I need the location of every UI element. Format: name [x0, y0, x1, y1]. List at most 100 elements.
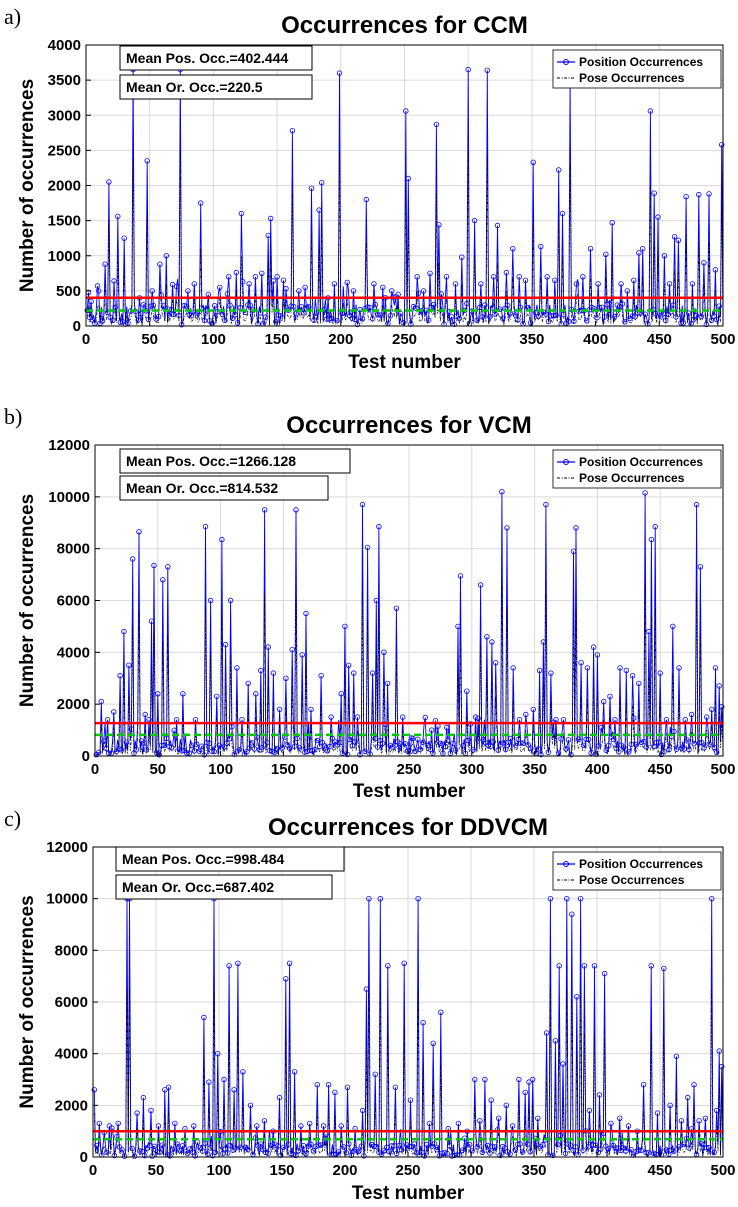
- data-point: [117, 673, 123, 679]
- data-point: [167, 1153, 173, 1159]
- data-point: [437, 740, 444, 747]
- data-point: [654, 1110, 661, 1116]
- data-point: [385, 963, 391, 969]
- data-point: [691, 1081, 697, 1088]
- data-point: [651, 743, 657, 749]
- data-point: [568, 752, 574, 758]
- data-point: [535, 746, 542, 752]
- data-point: [188, 742, 195, 748]
- data-point: [676, 665, 682, 671]
- data-point: [220, 1150, 226, 1157]
- data-point: [388, 1143, 395, 1149]
- y-tick-label: 8000: [55, 942, 88, 959]
- data-point: [185, 288, 191, 294]
- data-point: [640, 1081, 647, 1088]
- data-point: [512, 312, 518, 318]
- data-point: [475, 715, 481, 721]
- data-point: [111, 278, 117, 284]
- data-point: [561, 311, 567, 317]
- data-point: [556, 167, 562, 173]
- data-point: [280, 277, 287, 283]
- data-point: [479, 1149, 485, 1156]
- data-point: [693, 312, 699, 319]
- data-point: [157, 1149, 163, 1155]
- data-point: [419, 1149, 425, 1155]
- y-tick-label: 8000: [57, 541, 90, 558]
- data-point: [601, 698, 607, 705]
- data-point: [183, 750, 190, 756]
- data-point: [121, 1153, 128, 1159]
- data-point: [527, 1149, 533, 1155]
- data-point: [613, 1145, 619, 1151]
- data-point: [702, 1115, 709, 1121]
- data-point: [580, 1147, 586, 1153]
- data-point: [540, 1141, 546, 1148]
- data-point: [240, 1069, 246, 1075]
- data-point: [214, 309, 220, 315]
- data-point: [307, 1120, 313, 1127]
- data-point: [338, 1123, 344, 1129]
- data-point: [472, 1076, 478, 1083]
- data-point: [274, 746, 280, 752]
- x-tick-label: 500: [710, 331, 735, 348]
- y-axis-label: Number of occurrences: [17, 494, 38, 707]
- data-point: [350, 288, 357, 294]
- data-point: [226, 963, 232, 969]
- data-point: [523, 711, 529, 718]
- data-point: [415, 896, 421, 902]
- data-point: [349, 743, 356, 749]
- data-point: [193, 741, 200, 747]
- data-point: [448, 314, 455, 320]
- data-point: [676, 1144, 682, 1150]
- data-point: [652, 523, 658, 530]
- data-point: [605, 1146, 611, 1152]
- data-point: [374, 744, 381, 750]
- data-point: [245, 302, 251, 308]
- data-point: [706, 1144, 712, 1151]
- data-point: [254, 734, 260, 740]
- x-tick-label: 150: [269, 1162, 294, 1179]
- data-point: [372, 302, 378, 308]
- data-point: [444, 1150, 450, 1157]
- x-tick-label: 400: [585, 761, 610, 778]
- data-point: [607, 693, 613, 700]
- data-point: [617, 665, 623, 671]
- data-point: [609, 219, 615, 226]
- data-point: [420, 739, 426, 746]
- data-point: [425, 742, 431, 749]
- data-point: [227, 597, 234, 604]
- data-point: [590, 644, 597, 650]
- data-point: [703, 321, 710, 328]
- data-point: [673, 1053, 680, 1059]
- data-point: [261, 507, 268, 513]
- x-tick-label: 250: [395, 1162, 420, 1179]
- data-point: [346, 662, 352, 668]
- data-point: [234, 320, 241, 326]
- data-point: [712, 267, 719, 273]
- data-point: [469, 1148, 475, 1154]
- data-point: [280, 1144, 286, 1151]
- data-point: [204, 739, 210, 746]
- annotation-text: Mean Or. Occ.=814.532: [126, 480, 278, 496]
- data-point: [505, 302, 511, 309]
- data-point: [487, 1150, 493, 1156]
- data-point: [612, 313, 618, 320]
- data-point: [397, 740, 403, 747]
- data-point: [252, 1135, 259, 1141]
- data-point: [507, 1151, 513, 1157]
- data-point: [671, 1148, 677, 1155]
- data-point: [359, 501, 366, 508]
- data-point: [245, 680, 251, 687]
- data-point: [292, 743, 298, 749]
- data-point: [363, 986, 370, 992]
- data-point: [430, 750, 436, 756]
- data-point: [401, 960, 407, 966]
- data-point: [338, 691, 344, 697]
- data-point: [169, 1146, 176, 1153]
- data-point: [247, 302, 253, 308]
- data-point: [191, 1123, 197, 1129]
- data-point: [629, 673, 636, 679]
- data-point: [376, 523, 382, 530]
- data-point: [545, 749, 552, 755]
- data-point: [222, 317, 228, 324]
